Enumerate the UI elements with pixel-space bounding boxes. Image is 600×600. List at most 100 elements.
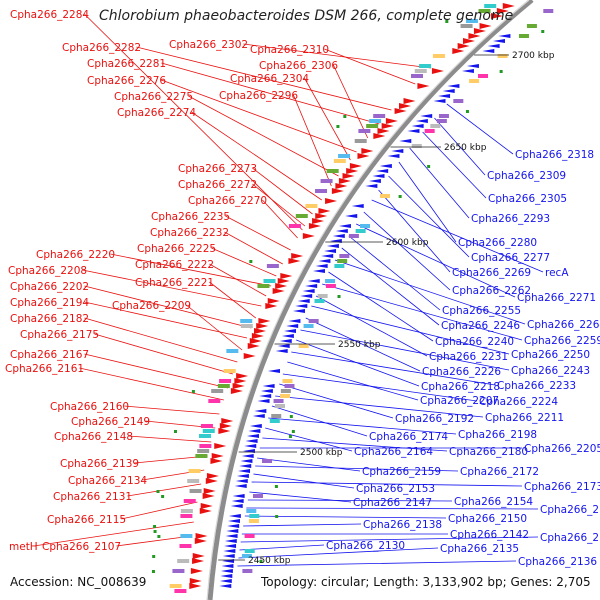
forward-gene-arrow [479, 23, 492, 29]
forward-gene-arrow [288, 258, 301, 264]
feature-block [438, 114, 449, 118]
forward-gene-arrow [331, 188, 344, 194]
reverse-gene-arrow [244, 444, 257, 448]
feature-block [373, 114, 386, 118]
forward-gene-arrow [236, 373, 249, 379]
map-title: Chlorobium phaeobacteroides DSM 266, com… [99, 8, 513, 24]
forward-leader-line [136, 46, 392, 111]
reverse-leader-line [275, 395, 484, 418]
reverse-gene-arrow [241, 454, 254, 458]
forward-gene-label: Cpha266_2167 [10, 349, 89, 361]
reverse-leader-line [247, 499, 453, 502]
forward-gene-arrow [192, 558, 205, 564]
forward-gene-arrow [189, 578, 202, 584]
forward-leader-line [262, 199, 298, 239]
feature-block [257, 284, 270, 288]
reverse-gene-label: Cpha266_2224 [479, 396, 558, 408]
forward-gene-label: Cpha266_2222 [135, 259, 214, 271]
reverse-gene-label: Cpha266_2280 [458, 237, 537, 249]
forward-gene-label: Cpha266_2139 [60, 458, 139, 470]
forward-gene-arrow [342, 173, 355, 179]
rna-marker [157, 535, 161, 538]
rna-marker [173, 430, 177, 433]
forward-leader-line [191, 111, 322, 201]
reverse-gene-arrow [275, 349, 288, 353]
feature-block [183, 499, 196, 503]
reverse-gene-label: Cpha266_2147 [353, 497, 432, 509]
reverse-gene-arrow [351, 204, 364, 208]
reverse-leader-line [378, 189, 451, 273]
reverse-gene-label: Cpha266_2180 [449, 446, 528, 458]
forward-leader-line [333, 64, 369, 139]
feature-block [314, 299, 325, 303]
kbp-tick-label: 2450 kbp [248, 556, 291, 566]
reverse-leader-line [268, 417, 457, 435]
feature-block [436, 119, 447, 123]
feature-block [369, 119, 382, 123]
forward-gene-arrow [373, 133, 386, 139]
forward-gene-label: Cpha266_2182 [10, 313, 89, 325]
forward-gene-label: metH [9, 541, 38, 553]
feature-block [195, 454, 208, 458]
reverse-leader-line [279, 383, 394, 419]
reverse-gene-arrow [387, 154, 400, 158]
feature-block [219, 379, 232, 383]
reverse-gene-label: Cpha266_2211 [485, 412, 564, 424]
feature-block [226, 349, 239, 353]
reverse-gene-label: Cpha266_2293 [471, 213, 550, 225]
reverse-gene-arrow [442, 89, 455, 93]
reverse-gene-arrow [246, 434, 259, 438]
feature-block [469, 79, 480, 83]
feature-block [211, 389, 224, 393]
reverse-gene-label: Cpha266_2159 [362, 466, 441, 478]
forward-gene-arrow [205, 478, 218, 484]
rna-marker [191, 390, 195, 393]
forward-gene-arrow [417, 83, 430, 89]
forward-leader-line [79, 367, 224, 401]
reverse-gene-label: Cpha266_2174 [369, 431, 448, 443]
reverse-gene-arrow [231, 499, 244, 503]
reverse-gene-arrow [447, 84, 460, 88]
forward-gene-arrow [232, 383, 245, 389]
reverse-leader-line [253, 473, 355, 489]
reverse-gene-label: Cpha266_2172 [460, 466, 539, 478]
feature-block [460, 24, 473, 28]
forward-leader-line [224, 231, 283, 265]
feature-block [177, 559, 190, 563]
reverse-gene-arrow [221, 564, 234, 568]
feature-block [337, 259, 348, 263]
forward-gene-arrow [308, 223, 321, 229]
forward-gene-arrow [325, 198, 338, 204]
reverse-gene-arrow [345, 214, 358, 218]
reverse-gene-arrow [302, 289, 315, 293]
forward-gene-label: Cpha266_2194 [10, 297, 89, 309]
forward-leader-line [128, 435, 212, 443]
kbp-tick-label: 2600 kbp [386, 238, 429, 248]
forward-gene-label: Cpha266_2273 [178, 163, 257, 175]
reverse-leader-line [422, 131, 487, 199]
feature-block [180, 514, 193, 518]
reverse-gene-arrow [235, 479, 248, 483]
forward-gene-arrow [203, 488, 216, 494]
feature-block [242, 569, 253, 573]
feature-block [244, 549, 255, 553]
forward-gene-arrow [312, 218, 325, 224]
forward-gene-label: Cpha266_2306 [259, 60, 338, 72]
forward-gene-arrow [267, 298, 280, 304]
feature-tracks [151, 3, 554, 593]
reverse-gene-arrow [225, 534, 238, 538]
feature-block [244, 534, 255, 538]
reverse-leader-line [287, 361, 419, 401]
forward-leader-line [252, 167, 313, 215]
feature-block [273, 399, 284, 403]
forward-gene-arrow [194, 538, 207, 544]
forward-gene-arrow [338, 178, 351, 184]
forward-gene-label: Cpha266_2175 [20, 329, 99, 341]
reverse-leader-line [341, 247, 440, 326]
feature-block [478, 9, 491, 13]
feature-block [200, 424, 213, 428]
feature-labels: Cpha266_2284 Cpha266_2302 Cpha266_2310 Cpha… [5, 9, 600, 568]
reverse-gene-arrow [391, 149, 404, 153]
forward-gene-label: Cpha266_2115 [47, 514, 126, 526]
reverse-leader-line [240, 536, 539, 543]
